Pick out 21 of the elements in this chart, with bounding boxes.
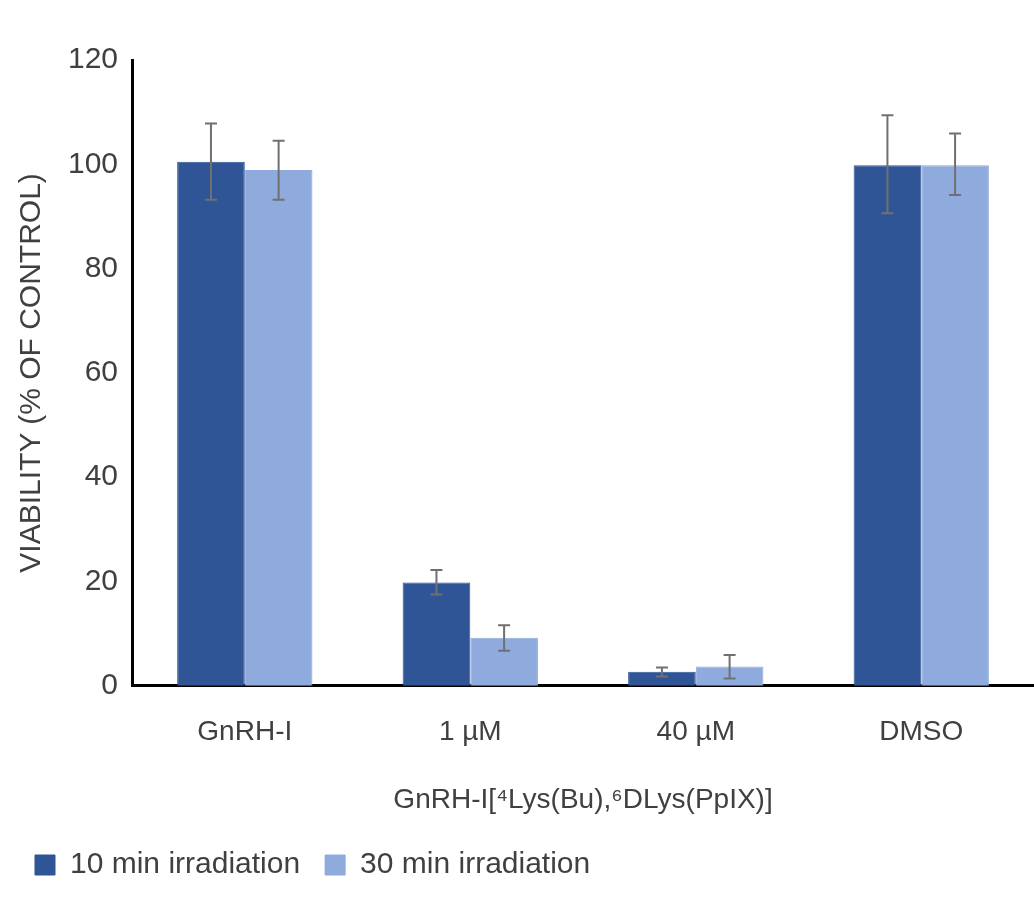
bar [921, 165, 989, 686]
bar [177, 161, 245, 686]
legend-label: 10 min irradiation [70, 846, 301, 880]
y-tick-label: 40 [84, 458, 119, 492]
legend-label: 30 min irradiation [360, 846, 591, 880]
bar [244, 170, 313, 686]
bar [402, 582, 471, 686]
y-tick-label: 100 [67, 145, 119, 179]
x-tick-label: DMSO [879, 715, 964, 747]
bar [853, 165, 922, 686]
x-tick-label: GnRH-I [197, 715, 293, 747]
x-tick-label: 40 µM [656, 715, 735, 747]
y-tick-label: 60 [84, 354, 119, 388]
y-tick-label: 20 [84, 562, 119, 596]
bar [470, 637, 538, 686]
y-tick-label: 0 [101, 667, 119, 701]
x-axis-title: GnRH-I[⁴Lys(Bu),⁶DLys(PpIX)] [393, 782, 773, 814]
x-tick-label: 1 µM [438, 715, 502, 747]
y-axis-title: VIABILITY (% OF CONTROL) [13, 173, 47, 573]
y-tick-label: 80 [84, 249, 119, 283]
y-tick-label: 120 [67, 41, 119, 75]
